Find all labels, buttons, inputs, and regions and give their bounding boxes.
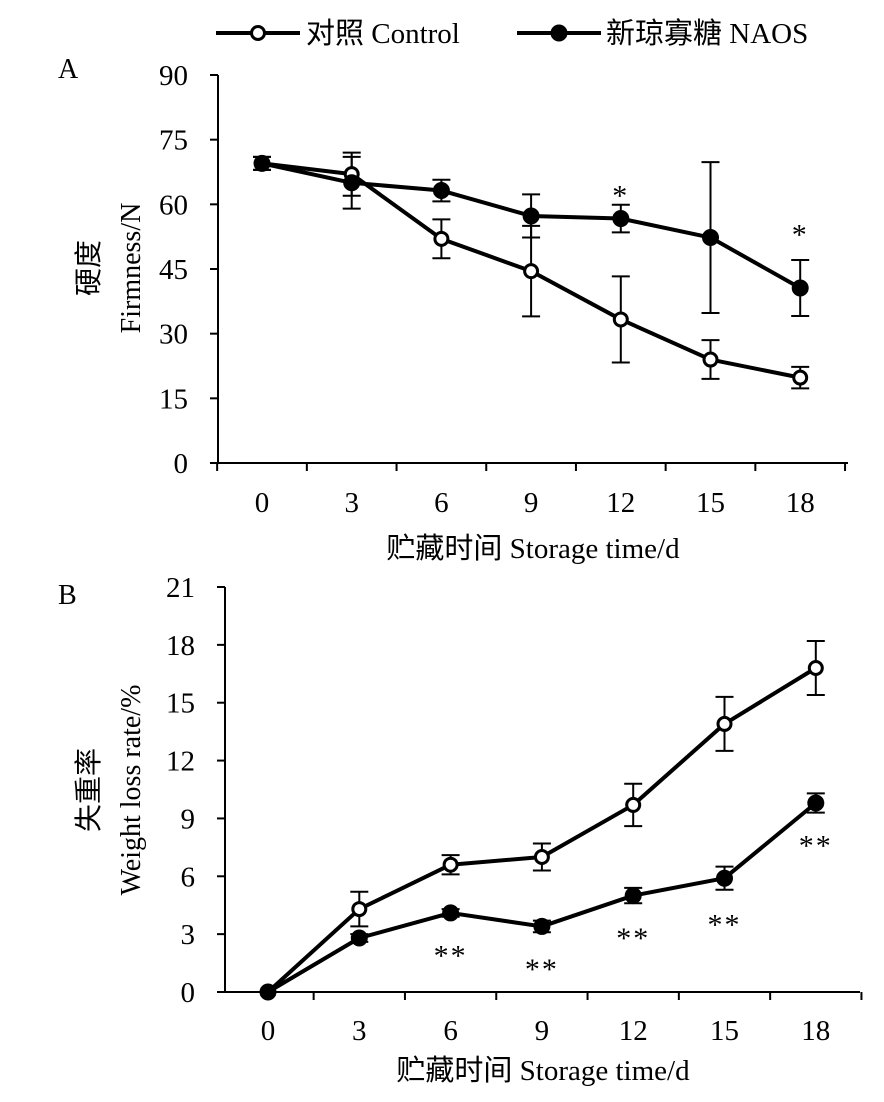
y-tick-label: 18 — [166, 630, 195, 662]
data-point-control — [702, 351, 719, 368]
y-tick-label: 0 — [181, 977, 196, 1009]
data-point-control — [612, 311, 629, 328]
data-point-control — [523, 263, 540, 280]
x-tick-label: 18 — [786, 487, 815, 519]
data-point-naos — [702, 229, 719, 247]
data-point-control — [533, 849, 550, 865]
y-tick-label: 12 — [166, 746, 195, 778]
x-tick-label: 15 — [696, 487, 725, 519]
legend-naos-label: 新琼寡糖 NAOS — [606, 17, 808, 50]
significance-mark: ** — [616, 922, 650, 955]
x-tick-label: 15 — [710, 1015, 739, 1047]
data-point-control — [442, 856, 459, 873]
weight-loss-chart: B 失重率 Weight loss rate/% 贮藏时间 Storage ti… — [58, 572, 863, 1087]
data-point-naos — [533, 917, 551, 935]
panel-b-label: B — [58, 580, 77, 611]
x-tick-label: 0 — [255, 487, 270, 519]
panel-b-xlabel: 贮藏时间 Storage time/d — [396, 1054, 690, 1087]
data-point-naos — [350, 929, 368, 947]
y-tick-label: 75 — [159, 125, 188, 157]
data-point-naos — [522, 207, 540, 225]
panel-a-xlabel: 贮藏时间 Storage time/d — [386, 532, 680, 565]
x-tick-label: 0 — [261, 1015, 276, 1047]
y-tick-label: 60 — [159, 189, 188, 221]
panel-a-plot: 0 15 30 45 60 75 90 0 3 6 9 12 15 18 * * — [159, 60, 848, 519]
data-point-control — [807, 660, 824, 676]
data-point-naos — [791, 279, 809, 297]
significance-mark: ** — [434, 939, 468, 972]
x-tick-label: 3 — [352, 1015, 367, 1047]
significance-mark: ** — [799, 830, 833, 863]
y-tick-label: 0 — [174, 448, 189, 480]
data-point-naos — [253, 154, 271, 172]
data-point-naos — [432, 182, 450, 200]
data-point-naos — [716, 869, 733, 887]
panel-b-ylabel-cn: 失重率 — [73, 748, 105, 832]
panel-a-ylabel-cn: 硬度 — [73, 240, 105, 296]
data-point-naos — [259, 983, 277, 1001]
y-tick-label: 9 — [181, 803, 196, 835]
x-tick-label: 12 — [606, 487, 635, 519]
data-point-control — [625, 796, 642, 813]
data-point-control — [351, 901, 368, 918]
y-tick-label: 90 — [159, 60, 188, 92]
legend-control-label: 对照 Control — [306, 17, 460, 50]
data-point-control — [433, 230, 450, 247]
y-tick-label: 15 — [166, 688, 195, 720]
data-point-naos — [624, 887, 642, 905]
significance-mark: ** — [525, 953, 559, 986]
data-point-naos — [612, 210, 630, 228]
significance-mark: * — [612, 180, 629, 213]
data-point-control — [792, 369, 809, 386]
data-point-naos — [807, 794, 825, 812]
x-tick-label: 12 — [619, 1015, 648, 1047]
panel-a-label: A — [58, 54, 79, 85]
x-tick-label: 6 — [443, 1015, 458, 1047]
x-tick-label: 6 — [434, 487, 449, 519]
y-tick-label: 30 — [159, 319, 188, 351]
panel-b-plot: 0 3 6 9 12 15 18 21 0 3 6 9 12 15 18 ** ** ** ** ** — [166, 572, 863, 1047]
panel-b-ylabel-en: Weight loss rate/% — [116, 685, 147, 896]
x-tick-label: 18 — [801, 1015, 830, 1047]
y-tick-label: 3 — [181, 919, 196, 951]
y-tick-label: 6 — [181, 861, 196, 893]
y-tick-label: 21 — [166, 572, 195, 604]
significance-mark: ** — [708, 909, 742, 942]
firmness-chart: A 硬度 Firmness/N 贮藏时间 Storage time/d 0 15 3… — [58, 54, 848, 565]
data-point-control — [716, 715, 733, 732]
y-tick-label: 15 — [159, 383, 188, 415]
x-tick-label: 9 — [524, 487, 539, 519]
significance-mark: * — [792, 218, 809, 251]
legend-naos-marker — [550, 24, 568, 42]
legend-control-marker — [250, 25, 266, 41]
data-point-naos — [442, 904, 460, 922]
data-point-naos — [343, 174, 361, 192]
panel-a-ylabel-en: Firmness/N — [116, 203, 147, 334]
x-tick-label: 3 — [344, 487, 359, 519]
x-tick-label: 9 — [535, 1015, 550, 1047]
y-tick-label: 45 — [159, 254, 188, 286]
legend: 对照 Control 新琼寡糖 NAOS — [216, 17, 808, 50]
